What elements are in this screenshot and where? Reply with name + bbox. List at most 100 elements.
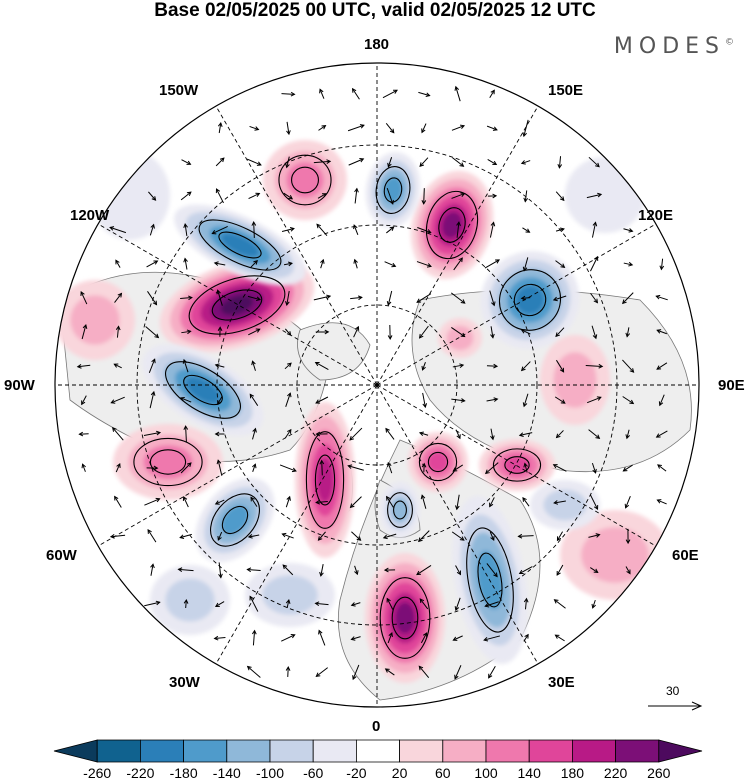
wind-arrow — [518, 432, 533, 437]
map-title: Base 02/05/2025 00 UTC, valid 02/05/2025… — [154, 0, 596, 21]
wind-arrow — [385, 427, 395, 440]
meridian-line — [376, 384, 657, 547]
height-contour-3-1 — [438, 207, 466, 243]
wind-arrow — [624, 496, 631, 509]
wind-arrow — [421, 188, 427, 205]
wind-arrow — [183, 257, 188, 270]
height-contour-11-1 — [504, 456, 530, 474]
wind-arrow — [484, 601, 499, 608]
lon-label-150e: 150E — [548, 82, 584, 99]
height-contour-4-0 — [498, 269, 562, 331]
wind-arrow — [281, 532, 294, 539]
colorbar-cell-4 — [226, 739, 271, 763]
wind-arrow — [181, 159, 192, 165]
wind-arrow — [382, 533, 397, 540]
wind-arrow — [622, 396, 635, 405]
wind-arrow — [591, 599, 596, 609]
wind-arrow — [283, 192, 294, 200]
lon-label-30w: 30W — [169, 674, 200, 691]
height-contour-12-0 — [418, 442, 458, 482]
wind-arrow — [218, 562, 223, 579]
wind-arrow — [315, 396, 329, 404]
wind-arrow — [319, 564, 324, 577]
brand-mark: © — [725, 37, 734, 48]
negative-anomaly-22 — [530, 480, 600, 530]
wind-arrow — [588, 533, 601, 538]
wind-arrow — [217, 121, 223, 134]
wind-arrow — [590, 567, 599, 573]
meridian-line — [215, 105, 378, 386]
wind-arrow — [591, 325, 598, 340]
wind-arrow — [146, 260, 159, 268]
lon-label-120e: 120E — [638, 207, 674, 224]
wind-arrow — [314, 601, 329, 607]
negative-anomaly-2 — [142, 344, 264, 436]
lon-label-0: 0 — [372, 718, 381, 735]
wind-arrow — [179, 396, 192, 403]
wind-arrow — [383, 567, 396, 573]
wind-arrow — [522, 497, 530, 507]
wind-arrow — [622, 292, 634, 305]
wind-arrow — [656, 362, 668, 370]
wind-arrow — [285, 495, 291, 508]
wind-arrow — [250, 496, 258, 507]
meridian-line — [215, 384, 378, 665]
wind-arrow — [588, 156, 600, 168]
wind-arrow — [149, 390, 156, 409]
wind-arrow — [81, 323, 88, 340]
wind-arrow — [144, 497, 161, 506]
wind-arrow — [179, 533, 192, 540]
height-contour-3-0 — [425, 190, 479, 260]
wind-arrow — [486, 563, 498, 578]
wind-arrow — [315, 667, 328, 678]
wind-arrow — [115, 325, 121, 338]
wind-arrow — [419, 598, 429, 610]
lon-label-60w: 60W — [46, 547, 77, 564]
wind-arrow — [282, 564, 294, 576]
wind-arrow — [489, 290, 496, 307]
wind-arrow — [625, 528, 631, 545]
wind-arrow — [523, 462, 528, 473]
wind-arrow — [451, 531, 465, 541]
positive-anomaly-14 — [438, 318, 482, 358]
wind-arrow — [246, 665, 261, 678]
wind-arrow — [420, 494, 427, 509]
positive-anomaly-16 — [540, 335, 610, 425]
wind-arrow — [320, 258, 325, 269]
latitude-circle-1 — [216, 224, 538, 546]
wind-arrow — [81, 395, 87, 406]
wind-arrow — [418, 91, 431, 97]
lon-label-180: 180 — [364, 36, 390, 53]
wind-arrow — [520, 160, 531, 165]
colorbar-cell-0 — [53, 739, 98, 763]
brand-logo: MODES© — [614, 34, 734, 59]
wind-arrow — [416, 261, 432, 268]
height-contour-10-1 — [477, 552, 503, 608]
wind-arrow — [454, 665, 462, 680]
wind-arrow — [315, 431, 328, 437]
positive-anomaly-11 — [479, 439, 555, 491]
colorbar-tick-11: 180 — [561, 765, 585, 781]
wind-arrow — [522, 393, 529, 408]
positive-anomaly-20 — [55, 280, 135, 360]
wind-arrow — [144, 600, 161, 607]
negative-anomaly-13 — [380, 482, 420, 538]
wind-arrow — [114, 495, 122, 508]
colorbar-cell-2 — [140, 739, 184, 763]
wind-arrow — [217, 531, 223, 541]
wind-arrow — [452, 157, 465, 167]
colorbar-tick-9: 100 — [474, 765, 498, 781]
lon-label-60e: 60E — [672, 547, 699, 564]
wind-arrow — [109, 226, 127, 234]
wind-arrow — [81, 463, 86, 472]
wind-arrow — [385, 123, 395, 134]
wind-arrow — [183, 598, 189, 609]
height-contour-1-0 — [198, 219, 282, 271]
wind-arrow — [523, 597, 529, 610]
wind-arrow — [454, 85, 461, 102]
wind-arrow — [456, 221, 461, 238]
wind-arrow — [452, 635, 463, 641]
brand-name: MODES — [613, 34, 725, 59]
wind-arrow — [314, 361, 329, 370]
map-border — [54, 62, 700, 708]
